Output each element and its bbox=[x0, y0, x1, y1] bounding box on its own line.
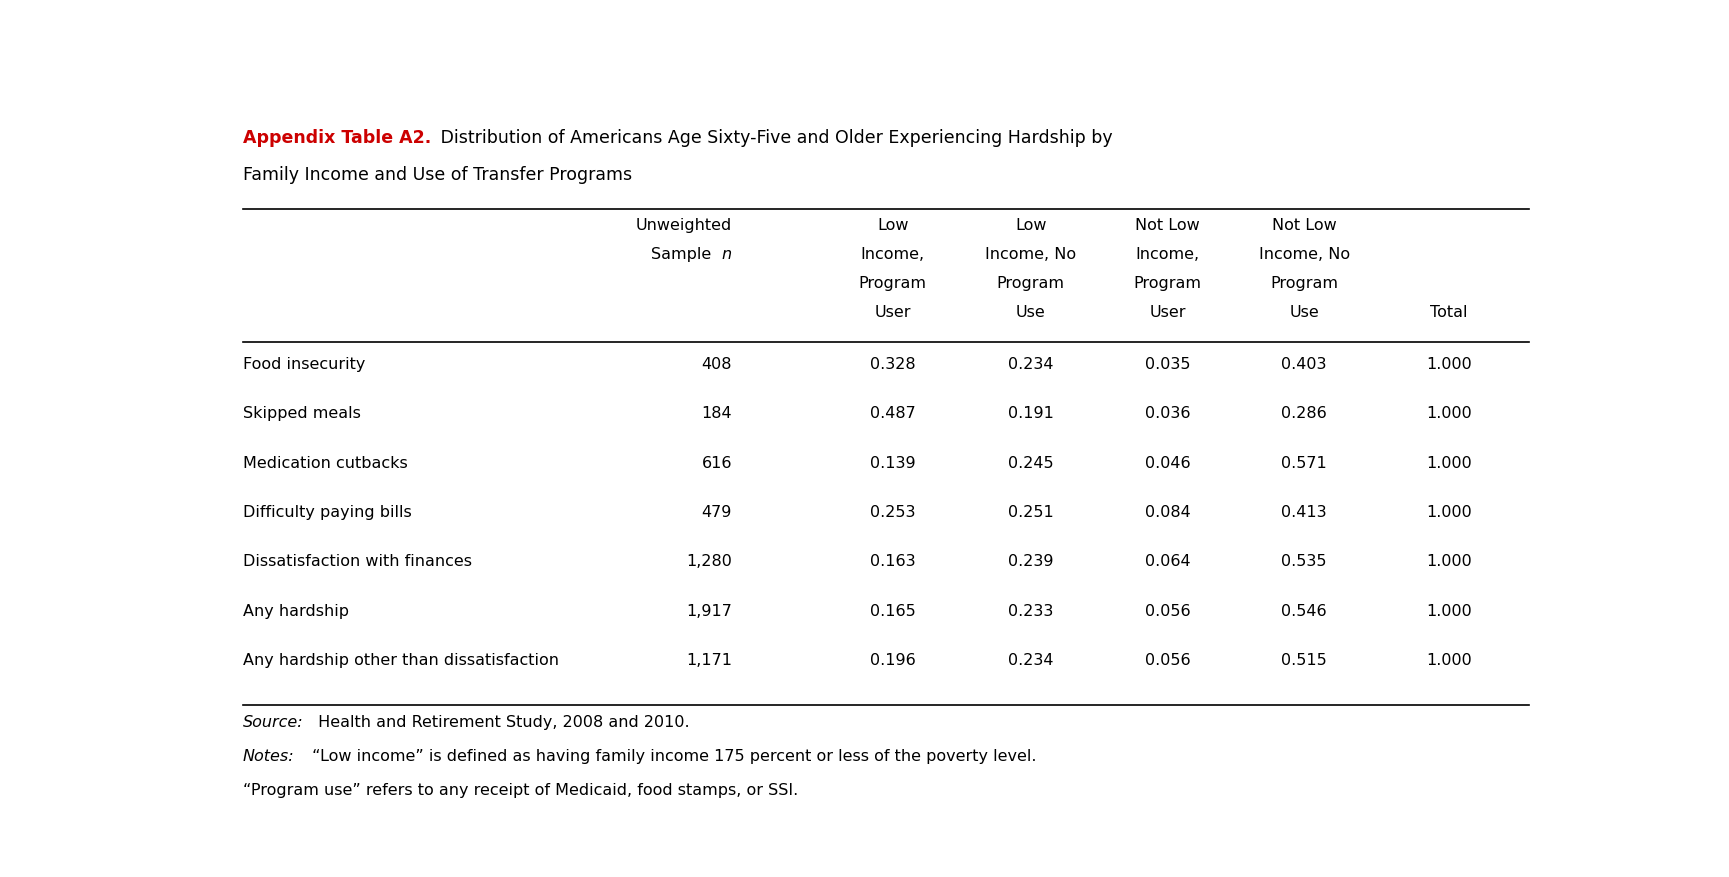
Text: 0.515: 0.515 bbox=[1281, 652, 1328, 667]
Text: 479: 479 bbox=[702, 504, 731, 519]
Text: “Low income” is defined as having family income 175 percent or less of the pover: “Low income” is defined as having family… bbox=[308, 748, 1037, 763]
Text: 0.239: 0.239 bbox=[1008, 553, 1053, 568]
Text: 408: 408 bbox=[702, 356, 731, 372]
Text: 0.056: 0.056 bbox=[1145, 602, 1190, 618]
Text: 0.413: 0.413 bbox=[1281, 504, 1326, 519]
Text: 1.000: 1.000 bbox=[1426, 602, 1471, 618]
Text: 0.196: 0.196 bbox=[870, 652, 916, 667]
Text: 0.165: 0.165 bbox=[870, 602, 916, 618]
Text: Family Income and Use of Transfer Programs: Family Income and Use of Transfer Progra… bbox=[242, 166, 633, 183]
Text: 0.251: 0.251 bbox=[1008, 504, 1053, 519]
Text: 1,280: 1,280 bbox=[686, 553, 731, 568]
Text: User: User bbox=[875, 305, 911, 320]
Text: 184: 184 bbox=[702, 406, 731, 421]
Text: 0.139: 0.139 bbox=[870, 455, 916, 470]
Text: Total: Total bbox=[1430, 305, 1468, 320]
Text: Income, No: Income, No bbox=[986, 247, 1077, 262]
Text: 0.163: 0.163 bbox=[870, 553, 916, 568]
Text: Unweighted: Unweighted bbox=[636, 218, 731, 233]
Text: “Program use” refers to any receipt of Medicaid, food stamps, or SSI.: “Program use” refers to any receipt of M… bbox=[242, 782, 799, 797]
Text: Not Low: Not Low bbox=[1273, 218, 1337, 233]
Text: Use: Use bbox=[1017, 305, 1046, 320]
Text: 1.000: 1.000 bbox=[1426, 553, 1471, 568]
Text: 0.084: 0.084 bbox=[1145, 504, 1190, 519]
Text: Program: Program bbox=[1271, 276, 1338, 291]
Text: Skipped meals: Skipped meals bbox=[242, 406, 361, 421]
Text: 0.035: 0.035 bbox=[1145, 356, 1190, 372]
Text: Appendix Table A2.: Appendix Table A2. bbox=[242, 129, 431, 146]
Text: 0.056: 0.056 bbox=[1145, 652, 1190, 667]
Text: 1,171: 1,171 bbox=[686, 652, 731, 667]
Text: Income,: Income, bbox=[1136, 247, 1200, 262]
Text: Any hardship: Any hardship bbox=[242, 602, 349, 618]
Text: Low: Low bbox=[1015, 218, 1046, 233]
Text: 0.286: 0.286 bbox=[1281, 406, 1328, 421]
Text: Medication cutbacks: Medication cutbacks bbox=[242, 455, 408, 470]
Text: Program: Program bbox=[1134, 276, 1202, 291]
Text: 0.487: 0.487 bbox=[870, 406, 916, 421]
Text: 0.571: 0.571 bbox=[1281, 455, 1328, 470]
Text: n: n bbox=[723, 247, 731, 262]
Text: Sample: Sample bbox=[650, 247, 716, 262]
Text: Difficulty paying bills: Difficulty paying bills bbox=[242, 504, 412, 519]
Text: 1.000: 1.000 bbox=[1426, 455, 1471, 470]
Text: 0.234: 0.234 bbox=[1008, 356, 1053, 372]
Text: Source:: Source: bbox=[242, 715, 304, 730]
Text: 616: 616 bbox=[702, 455, 731, 470]
Text: Income,: Income, bbox=[861, 247, 925, 262]
Text: 0.036: 0.036 bbox=[1145, 406, 1190, 421]
Text: 1.000: 1.000 bbox=[1426, 504, 1471, 519]
Text: 0.234: 0.234 bbox=[1008, 652, 1053, 667]
Text: Not Low: Not Low bbox=[1136, 218, 1200, 233]
Text: 0.403: 0.403 bbox=[1281, 356, 1326, 372]
Text: 1.000: 1.000 bbox=[1426, 356, 1471, 372]
Text: 0.535: 0.535 bbox=[1281, 553, 1326, 568]
Text: 0.328: 0.328 bbox=[870, 356, 916, 372]
Text: Food insecurity: Food insecurity bbox=[242, 356, 365, 372]
Text: 0.191: 0.191 bbox=[1008, 406, 1053, 421]
Text: 1.000: 1.000 bbox=[1426, 652, 1471, 667]
Text: Income, No: Income, No bbox=[1259, 247, 1350, 262]
Text: Any hardship other than dissatisfaction: Any hardship other than dissatisfaction bbox=[242, 652, 558, 667]
Text: 0.064: 0.064 bbox=[1145, 553, 1190, 568]
Text: Use: Use bbox=[1290, 305, 1319, 320]
Text: Health and Retirement Study, 2008 and 2010.: Health and Retirement Study, 2008 and 20… bbox=[313, 715, 690, 730]
Text: 0.245: 0.245 bbox=[1008, 455, 1053, 470]
Text: Low: Low bbox=[877, 218, 908, 233]
Text: 0.233: 0.233 bbox=[1008, 602, 1053, 618]
Text: Program: Program bbox=[998, 276, 1065, 291]
Text: Distribution of Americans Age Sixty-Five and Older Experiencing Hardship by: Distribution of Americans Age Sixty-Five… bbox=[434, 129, 1112, 146]
Text: Notes:: Notes: bbox=[242, 748, 294, 763]
Text: User: User bbox=[1150, 305, 1186, 320]
Text: 0.046: 0.046 bbox=[1145, 455, 1190, 470]
Text: Dissatisfaction with finances: Dissatisfaction with finances bbox=[242, 553, 472, 568]
Text: 0.546: 0.546 bbox=[1281, 602, 1326, 618]
Text: Program: Program bbox=[859, 276, 927, 291]
Text: 0.253: 0.253 bbox=[870, 504, 916, 519]
Text: 1.000: 1.000 bbox=[1426, 406, 1471, 421]
Text: 1,917: 1,917 bbox=[686, 602, 731, 618]
